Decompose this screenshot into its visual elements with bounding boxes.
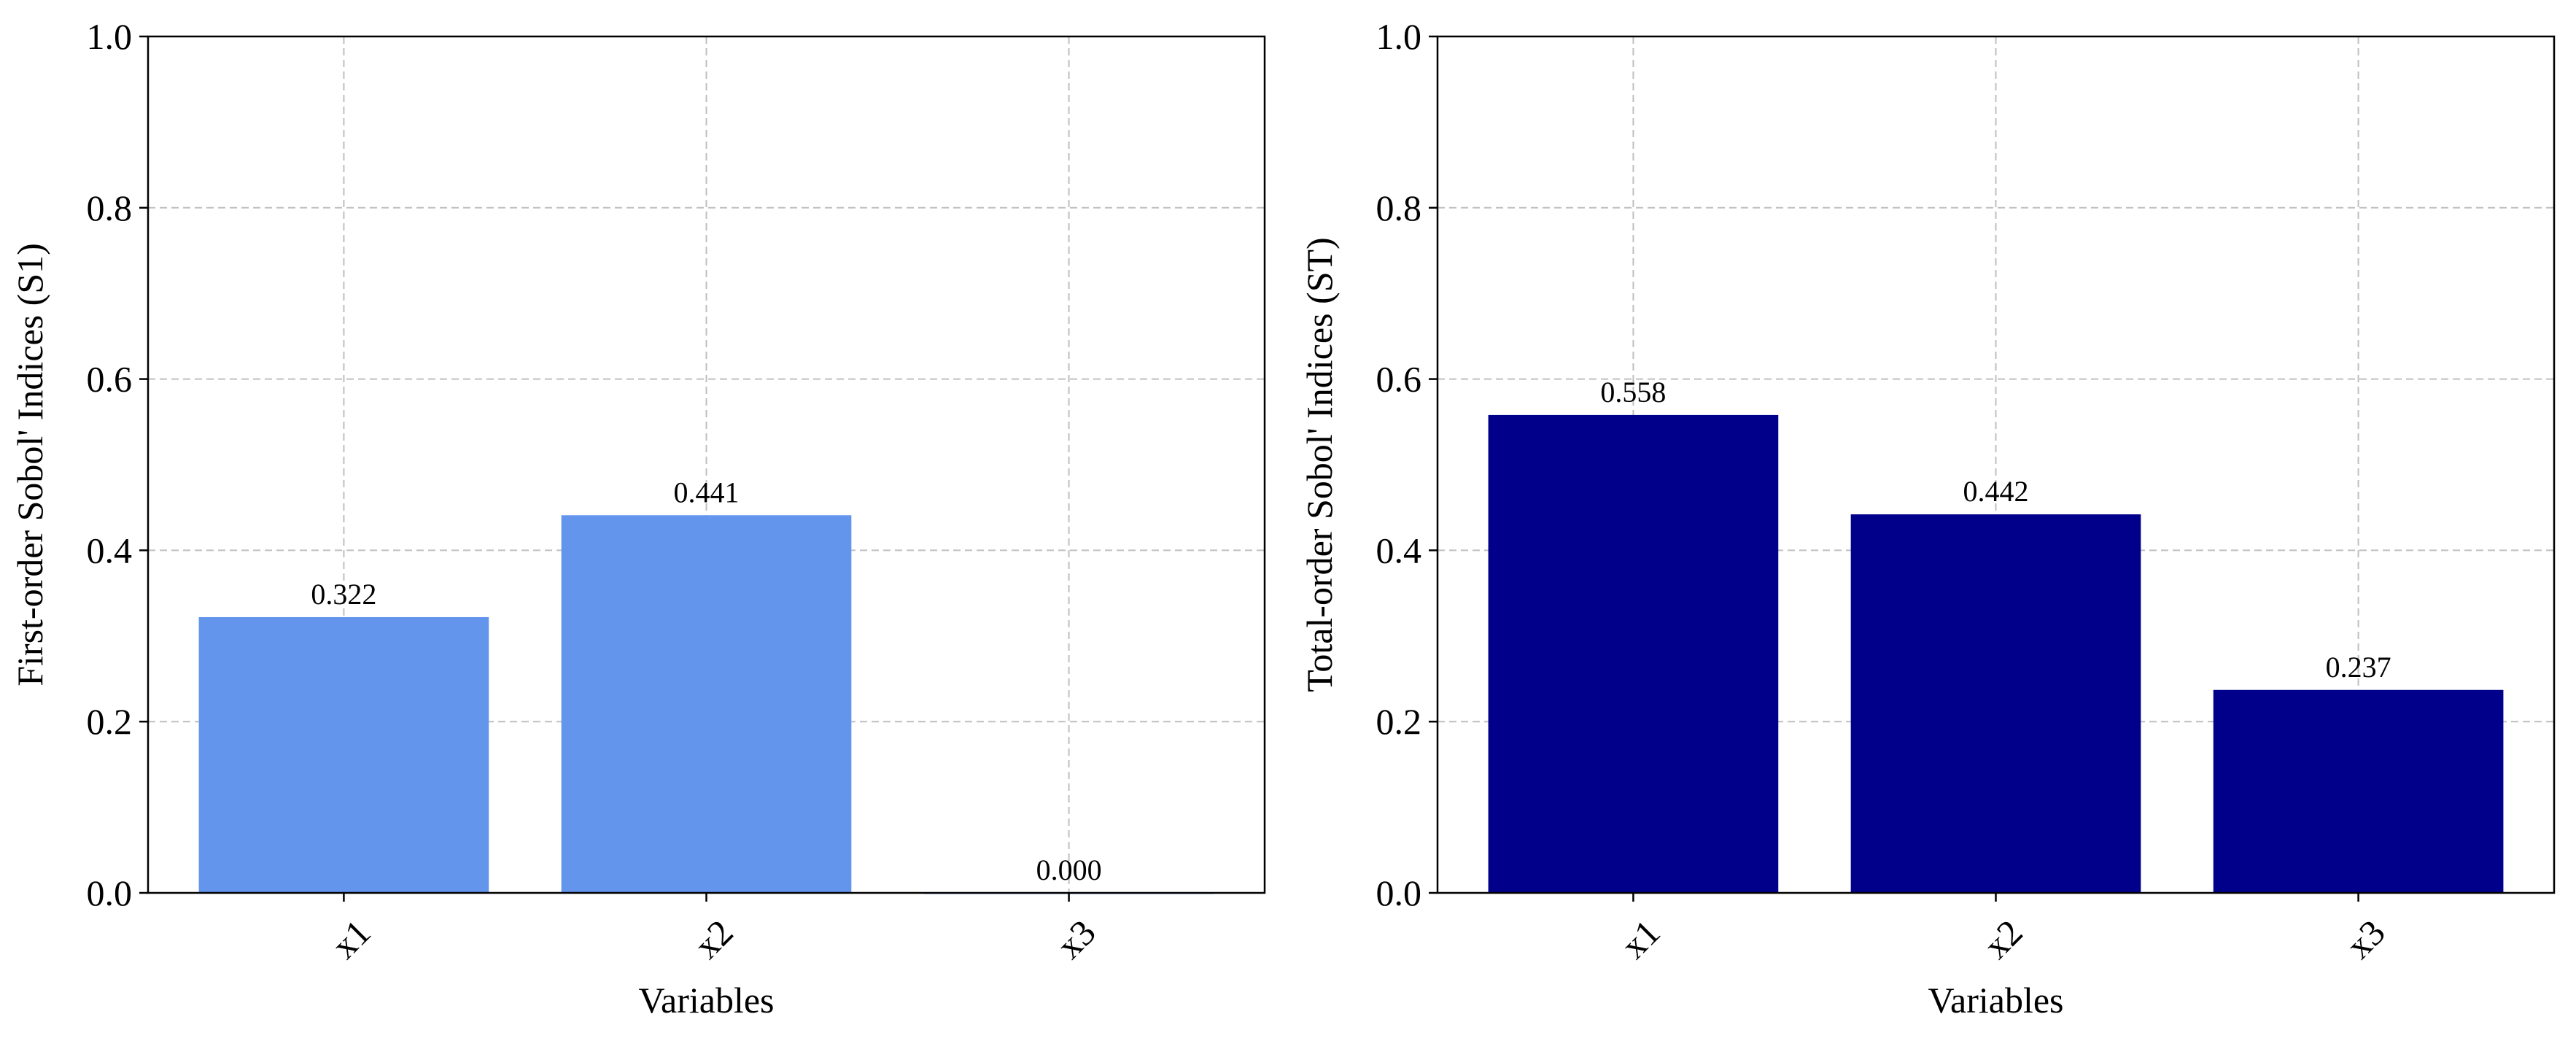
data-label-x2: 0.441 bbox=[674, 476, 740, 508]
x-axis-label: Variables bbox=[1928, 980, 2063, 1021]
y-tick-label: 0.2 bbox=[1376, 701, 1422, 742]
bar-x1 bbox=[1488, 414, 1779, 893]
x-tick-label-x2: x2 bbox=[686, 912, 741, 967]
y-tick-label: 0.0 bbox=[1376, 872, 1422, 913]
y-tick-label: 0.4 bbox=[87, 530, 133, 570]
x-tick-label-x2: x2 bbox=[1976, 912, 2030, 967]
y-tick-label: 0.8 bbox=[87, 187, 133, 228]
data-label-x2: 0.442 bbox=[1963, 475, 2029, 508]
data-label-x1: 0.322 bbox=[311, 578, 376, 611]
x-tick-label-x1: x1 bbox=[1613, 912, 1668, 967]
x-tick-label-x3: x3 bbox=[1049, 912, 1103, 967]
data-label-x3: 0.237 bbox=[2326, 651, 2391, 684]
x-tick-label-x3: x3 bbox=[2338, 912, 2393, 967]
x-tick-label-x1: x1 bbox=[324, 912, 379, 967]
y-tick-label: 1.0 bbox=[87, 16, 133, 57]
x-axis-label: Variables bbox=[638, 980, 774, 1021]
y-tick-label: 0.8 bbox=[1376, 187, 1422, 228]
bar-x3 bbox=[2213, 689, 2504, 893]
y-tick-label: 0.6 bbox=[87, 359, 133, 400]
y-axis-label: Total-order Sobol' Indices (ST) bbox=[1299, 237, 1340, 692]
y-axis-label: First-order Sobol' Indices (S1) bbox=[9, 243, 50, 686]
y-tick-label: 0.0 bbox=[87, 872, 133, 913]
data-label-x3: 0.000 bbox=[1036, 853, 1102, 886]
y-tick-label: 0.6 bbox=[1376, 359, 1422, 400]
bar-x2 bbox=[1850, 514, 2141, 893]
bar-x2 bbox=[561, 515, 852, 893]
bar-x1 bbox=[198, 616, 489, 893]
y-tick-label: 0.4 bbox=[1376, 530, 1422, 570]
chart-panel-1: 0.322 0.441 0.000 0.0 0.2 0.4 0.6 0.8 1.0 x1 x2 x3 V… bbox=[9, 16, 1266, 1021]
y-tick-label: 0.2 bbox=[87, 701, 133, 742]
data-label-x1: 0.558 bbox=[1600, 376, 1666, 409]
chart-panel-2: 0.558 0.442 0.237 0.0 0.2 0.4 0.6 0.8 1.0 x1 x2 x3 V… bbox=[1299, 16, 2556, 1021]
y-tick-label: 1.0 bbox=[1376, 16, 1422, 57]
